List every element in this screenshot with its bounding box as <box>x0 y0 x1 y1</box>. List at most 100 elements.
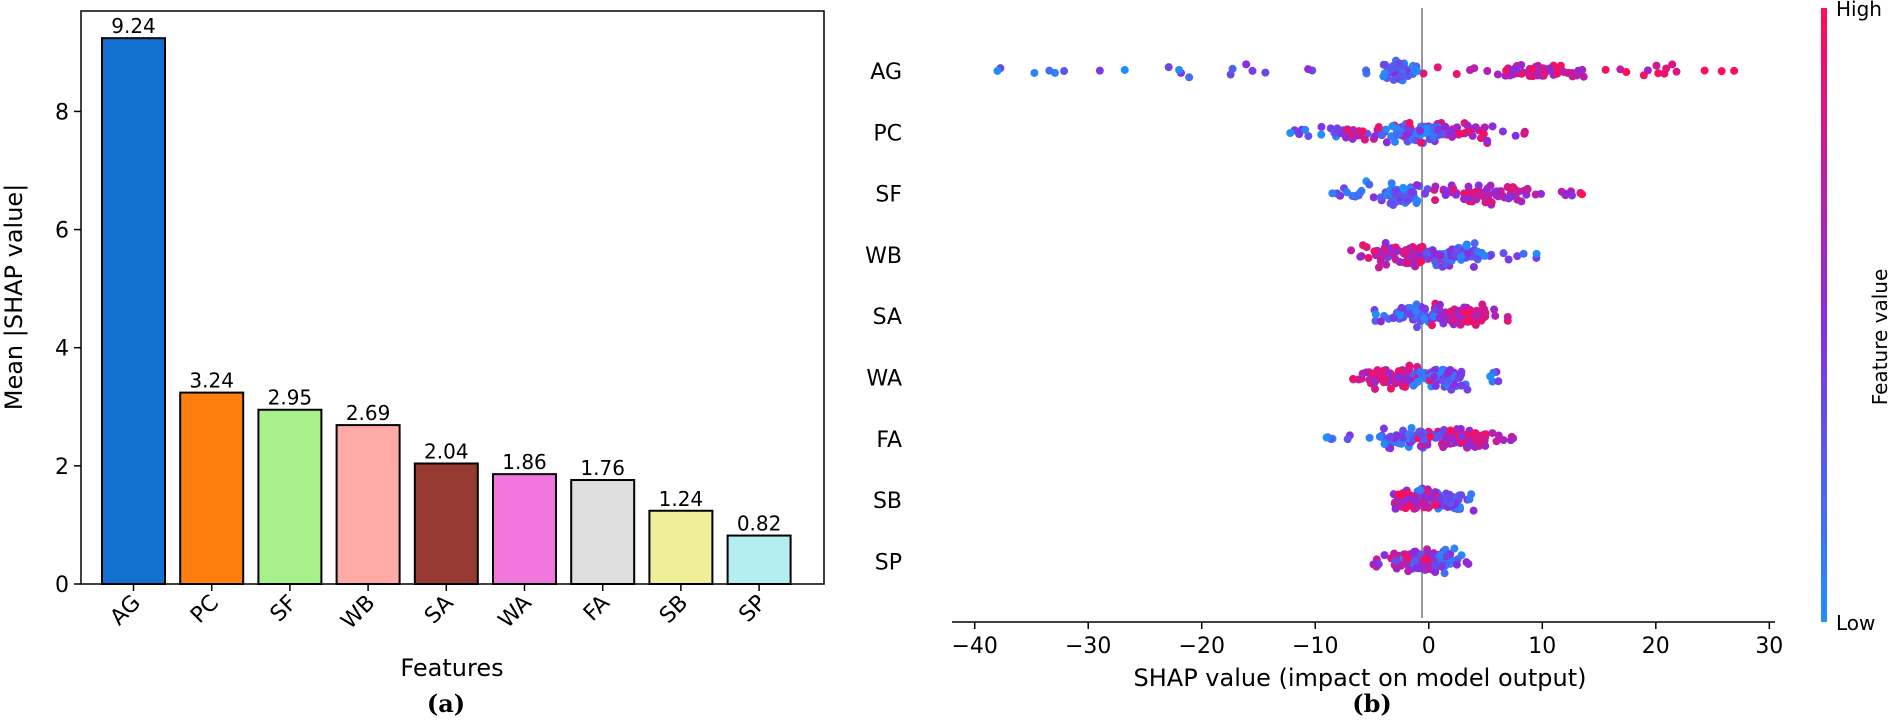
x-tick-label: 10 <box>1528 634 1556 659</box>
shap-point <box>1409 548 1418 557</box>
shap-point <box>1417 257 1426 266</box>
shap-point <box>1045 66 1054 75</box>
bar-value-label: 0.82 <box>737 512 782 536</box>
bar-pc <box>179 391 245 585</box>
shap-point <box>1353 191 1362 200</box>
shap-point <box>1441 122 1450 131</box>
shap-point <box>1421 189 1430 198</box>
shap-point <box>1440 426 1449 435</box>
shap-point <box>1566 69 1575 78</box>
shap-point <box>1469 506 1478 515</box>
shap-point <box>1424 556 1433 565</box>
shap-point <box>1422 248 1431 257</box>
shap-point <box>1370 247 1379 256</box>
shap-point <box>1410 64 1419 73</box>
shap-point <box>1672 67 1681 76</box>
feature-label-pc: PC <box>873 121 902 146</box>
shap-point <box>1579 72 1588 81</box>
bar-value-label: 2.95 <box>268 386 313 410</box>
shap-point <box>1513 195 1522 204</box>
shap-point <box>1370 132 1379 141</box>
shap-point <box>1431 182 1440 191</box>
shap-point <box>1397 303 1406 312</box>
bar-sf <box>257 408 323 586</box>
feature-label-wb: WB <box>865 244 902 269</box>
beeswarm-panel: AG PC SF WB SA WA FA SB SP −40 −30 −20 −10 0 10 20 30 S… <box>865 0 1892 718</box>
shap-point <box>993 66 1002 75</box>
shap-point <box>1374 560 1383 569</box>
shap-point <box>1349 374 1358 383</box>
bar-wb <box>335 424 401 586</box>
panel-label-b: (b) <box>1352 689 1392 718</box>
bar-ag <box>101 37 166 585</box>
shap-point <box>1487 198 1496 207</box>
shap-point <box>1568 191 1577 200</box>
shap-point <box>1412 300 1421 309</box>
shap-point <box>1371 310 1380 319</box>
shap-point <box>1369 193 1378 202</box>
shap-point <box>1441 191 1450 200</box>
shap-point <box>1531 190 1540 199</box>
x-tick-label: SP <box>734 591 771 628</box>
shap-point <box>1616 65 1625 74</box>
shap-point <box>1472 195 1481 204</box>
shap-point <box>1446 365 1455 374</box>
shap-point <box>1386 384 1395 393</box>
shap-point <box>1403 366 1412 375</box>
shap-point <box>1380 551 1389 560</box>
shap-point <box>1405 118 1414 127</box>
shap-point <box>1435 433 1444 442</box>
shap-point <box>1426 432 1435 441</box>
shap-point <box>1513 187 1522 196</box>
shap-point <box>1430 561 1439 570</box>
shap-point <box>1431 500 1440 509</box>
shap-point <box>1660 69 1669 78</box>
shap-point <box>1382 138 1391 147</box>
shap-point <box>1449 184 1458 193</box>
shap-point <box>1416 486 1425 495</box>
shap-point <box>1427 493 1436 502</box>
shap-point <box>1374 263 1383 272</box>
shap-point <box>1453 244 1462 253</box>
shap-point <box>1483 136 1492 145</box>
shap-point <box>1404 375 1413 384</box>
shap-point <box>1455 373 1464 382</box>
shap-point <box>1342 125 1351 134</box>
shap-point <box>1400 192 1409 201</box>
shap-point <box>1532 249 1541 258</box>
panel-label-a: (a) <box>427 689 465 718</box>
shap-point <box>1431 381 1440 390</box>
shap-point <box>1622 68 1631 77</box>
shap-point <box>1242 60 1251 69</box>
shap-point <box>1386 432 1395 441</box>
shap-point <box>1364 253 1373 262</box>
shap-point <box>1452 560 1461 569</box>
shap-point <box>1395 258 1404 267</box>
shap-point <box>1416 367 1425 376</box>
shap-point <box>1389 75 1398 84</box>
shap-point <box>1409 259 1418 268</box>
x-tick-label: −10 <box>1292 634 1338 659</box>
shap-point <box>1388 62 1397 71</box>
shap-point <box>1440 569 1449 578</box>
bar-chart-x-axis-title: Features <box>400 654 503 682</box>
shap-point <box>1401 382 1410 391</box>
shap-point <box>1467 188 1476 197</box>
shap-point <box>1717 67 1726 76</box>
shap-point <box>1343 435 1352 444</box>
shap-point <box>1652 61 1661 70</box>
shap-point <box>1395 59 1404 68</box>
shap-point <box>1471 442 1480 451</box>
beeswarm-x-ticks: −40 −30 −20 −10 0 10 20 30 <box>951 622 1783 659</box>
shap-point <box>1228 64 1237 73</box>
bar-fa <box>570 479 636 585</box>
shap-point <box>1499 436 1508 445</box>
colorbar-title: Feature value <box>1868 269 1892 406</box>
bar-value-label: 1.86 <box>502 450 547 474</box>
shap-point <box>1394 490 1403 499</box>
x-tick-label: SB <box>655 591 693 629</box>
shap-point <box>1439 441 1448 450</box>
shap-point <box>1463 248 1472 257</box>
shap-point <box>1412 323 1421 332</box>
shap-point <box>1481 312 1490 321</box>
